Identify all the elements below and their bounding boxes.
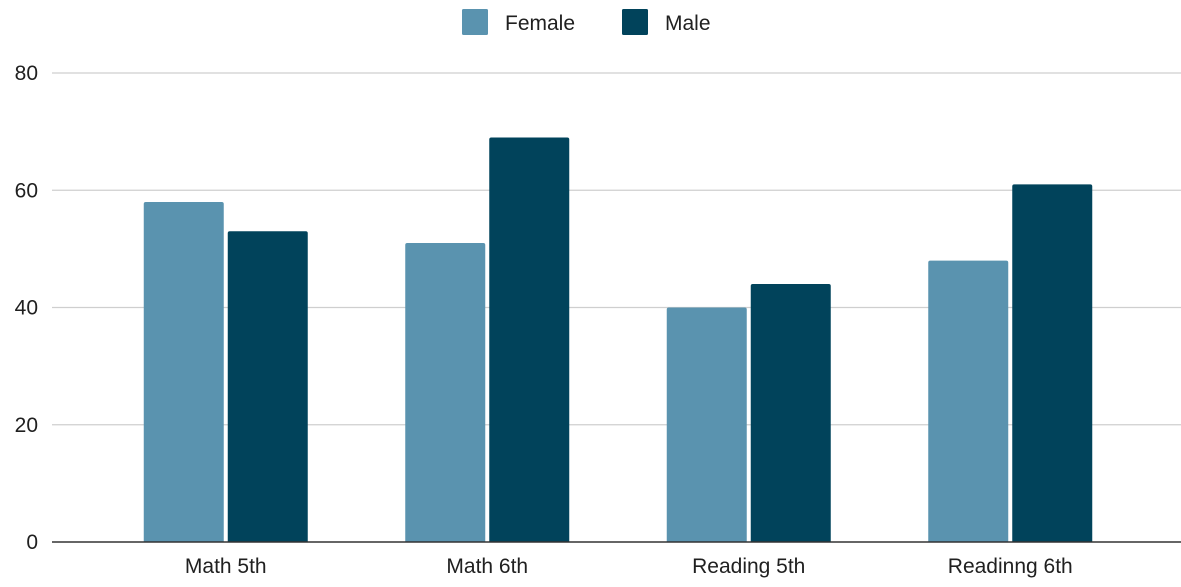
- axes: 0 20 40 60 80 Math 5th Math 6th Reading 5th Read…: [15, 62, 1181, 578]
- x-tick-label: Readinng 6th: [948, 555, 1073, 578]
- x-tick-label: Math 6th: [446, 555, 528, 578]
- legend-swatch-female: [462, 9, 488, 35]
- bar-male-reading-5th: [750, 284, 831, 542]
- legend-label-female: Female: [505, 12, 575, 35]
- bar-male-math-5th: [227, 231, 308, 542]
- bars: [143, 137, 1093, 543]
- bar-male-math-6th: [489, 137, 570, 543]
- legend-swatch-male: [622, 9, 648, 35]
- legend-label-male: Male: [665, 12, 711, 35]
- bar-male-readinng-6th: [1012, 184, 1093, 542]
- y-tick-label: 40: [15, 297, 38, 320]
- y-tick-label: 80: [15, 62, 38, 85]
- x-tick-label: Reading 5th: [692, 555, 805, 578]
- x-tick-label: Math 5th: [185, 555, 267, 578]
- bar-female-math-6th: [405, 243, 486, 542]
- bar-female-readinng-6th: [928, 260, 1009, 542]
- y-tick-label: 20: [15, 414, 38, 437]
- y-tick-label: 60: [15, 179, 38, 202]
- y-tick-label: 0: [26, 531, 38, 554]
- bar-female-reading-5th: [666, 307, 747, 542]
- bar-female-math-5th: [143, 201, 224, 542]
- legend: Female Male: [462, 9, 711, 35]
